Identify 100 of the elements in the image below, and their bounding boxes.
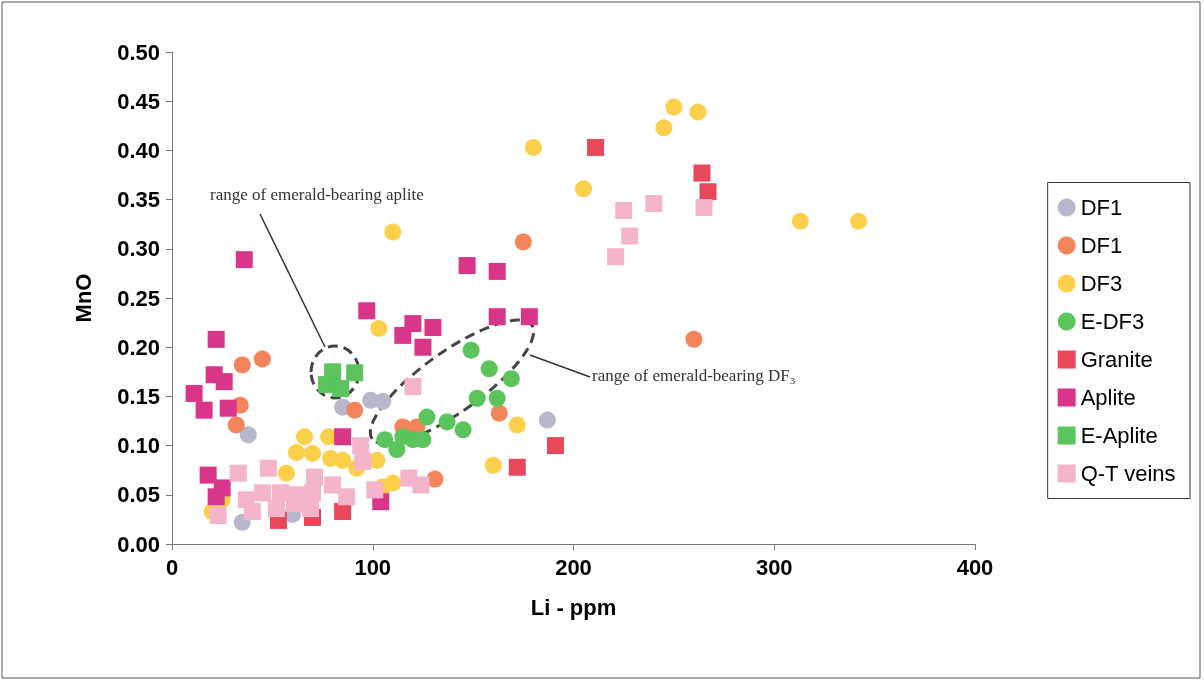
point <box>346 401 364 419</box>
legend-label: E-DF3 <box>1080 309 1145 334</box>
legend-label: DF1 <box>1080 195 1123 220</box>
point <box>685 330 703 348</box>
point <box>538 411 556 429</box>
y-tick-label: 0.35 <box>117 187 160 213</box>
point <box>791 212 809 230</box>
point <box>520 308 538 326</box>
point <box>414 338 432 356</box>
point <box>334 503 352 521</box>
point <box>468 389 486 407</box>
point <box>693 164 711 182</box>
point <box>185 384 203 402</box>
point <box>338 488 356 506</box>
point <box>332 380 350 398</box>
point <box>366 481 384 499</box>
y-tick-label: 0.00 <box>117 531 160 557</box>
point <box>502 370 520 388</box>
point <box>488 262 506 280</box>
x-tick-label: 300 <box>755 554 793 580</box>
point <box>253 350 271 368</box>
point <box>412 476 430 494</box>
point <box>334 428 352 446</box>
y-tick-label: 0.40 <box>117 137 160 163</box>
point <box>215 373 233 391</box>
point <box>699 183 717 201</box>
point <box>233 356 251 374</box>
point <box>514 233 532 251</box>
y-tick-label: 0.15 <box>117 383 160 409</box>
point <box>267 500 285 518</box>
point <box>438 413 456 431</box>
legend-label: DF1 <box>1080 233 1123 258</box>
point <box>424 319 442 337</box>
point <box>358 302 376 320</box>
point <box>302 500 320 518</box>
point <box>296 428 313 446</box>
legend-label: Granite <box>1080 347 1153 372</box>
point <box>524 138 542 156</box>
point <box>587 138 605 156</box>
point <box>227 416 245 434</box>
legend-label: Aplite <box>1080 385 1136 410</box>
point <box>324 476 342 494</box>
point <box>508 416 526 434</box>
y-axis-title: MnO <box>70 273 96 323</box>
x-axis-title: Li - ppm <box>530 594 617 620</box>
point <box>689 103 707 121</box>
point <box>235 251 253 269</box>
point <box>239 426 257 444</box>
annotation: range of emerald-bearing DF₃ <box>592 366 796 385</box>
point <box>488 308 506 326</box>
point <box>484 456 502 474</box>
point <box>621 227 639 245</box>
y-tick-label: 0.25 <box>117 285 160 311</box>
point <box>376 431 394 449</box>
y-tick-label: 0.45 <box>117 88 160 114</box>
point <box>209 506 227 524</box>
point <box>418 408 436 426</box>
point <box>219 399 237 417</box>
point <box>229 464 247 482</box>
y-tick-label: 0.05 <box>117 482 160 508</box>
point <box>304 444 322 462</box>
point <box>508 458 526 476</box>
point <box>546 437 564 455</box>
point <box>645 195 663 213</box>
point <box>346 364 364 382</box>
annotation: range of emerald-bearing aplite <box>210 185 424 204</box>
point <box>287 443 305 461</box>
point <box>665 98 683 116</box>
legend-label: E-Aplite <box>1080 423 1158 448</box>
point <box>394 326 412 344</box>
point <box>488 389 506 407</box>
point <box>384 223 402 241</box>
point <box>354 452 372 470</box>
point <box>575 180 593 198</box>
legend-label: DF3 <box>1080 271 1123 296</box>
point <box>352 437 370 455</box>
point <box>199 466 217 484</box>
y-tick-label: 0.30 <box>117 236 160 262</box>
point <box>334 451 352 469</box>
point <box>207 488 225 506</box>
point <box>490 404 508 422</box>
point <box>195 401 213 419</box>
point <box>388 441 406 459</box>
y-tick-label: 0.50 <box>117 39 160 65</box>
point <box>480 360 498 378</box>
point <box>384 474 402 492</box>
y-tick-label: 0.10 <box>117 433 160 459</box>
point <box>259 459 277 477</box>
x-tick-label: 100 <box>354 554 392 580</box>
point <box>454 421 472 439</box>
x-tick-label: 400 <box>956 554 994 580</box>
legend-label: Q-T veins <box>1080 461 1176 486</box>
point <box>458 257 476 275</box>
point <box>462 341 480 359</box>
y-tick-label: 0.20 <box>117 334 160 360</box>
x-tick-label: 0 <box>165 554 179 580</box>
point <box>695 198 713 216</box>
point <box>207 330 225 348</box>
point <box>850 212 868 230</box>
point <box>253 484 271 502</box>
